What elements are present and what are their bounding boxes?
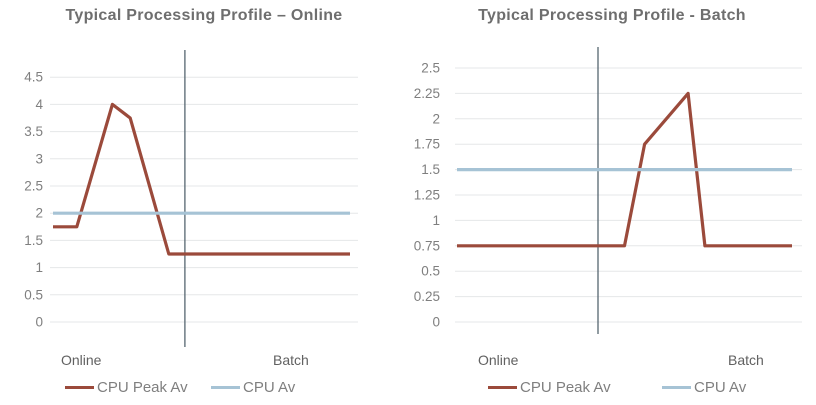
svg-text:1.25: 1.25 — [414, 188, 440, 203]
svg-text:0.5: 0.5 — [24, 287, 43, 302]
svg-text:1: 1 — [432, 213, 440, 228]
svg-text:2: 2 — [432, 111, 440, 126]
legend-label: CPU Av — [694, 378, 747, 396]
cpu-peak-av-line-swatch — [65, 385, 94, 389]
svg-text:3: 3 — [35, 151, 43, 166]
batch-chart-phase-label-batch: Batch — [728, 352, 764, 368]
cpu-peak-av-line-swatch — [488, 385, 517, 389]
legend-label: CPU Peak Av — [97, 378, 188, 396]
online-chart-phase-label-online: Online — [61, 352, 102, 368]
svg-text:1.5: 1.5 — [421, 162, 440, 177]
svg-text:4: 4 — [35, 97, 43, 112]
plot-batch: 0 0.25 0.5 0.75 1 1.25 1.5 1.75 2 2.25 2.5 — [414, 47, 802, 334]
legend-label: CPU Av — [243, 378, 296, 396]
batch-chart-legend-cpu-peak-av: CPU Peak Av — [488, 378, 611, 396]
batch-chart-phase-label-online: Online — [478, 352, 519, 368]
svg-text:0: 0 — [35, 315, 43, 330]
svg-text:0: 0 — [432, 315, 440, 330]
cpu-av-line-swatch — [662, 385, 691, 389]
cpu-peak-av-line — [53, 102, 350, 256]
svg-text:1.5: 1.5 — [24, 233, 43, 248]
svg-text:0.25: 0.25 — [414, 289, 440, 304]
svg-text:3.5: 3.5 — [24, 124, 43, 139]
svg-text:2: 2 — [35, 206, 43, 221]
svg-text:4.5: 4.5 — [24, 70, 43, 85]
svg-text:0.75: 0.75 — [414, 238, 440, 253]
svg-text:0.5: 0.5 — [421, 264, 440, 279]
chart-online-title: Typical Processing Profile – Online — [65, 7, 343, 24]
svg-text:2.5: 2.5 — [24, 179, 43, 194]
online-chart-legend-cpu-av: CPU Av — [211, 378, 296, 396]
legend-label: CPU Peak Av — [520, 378, 611, 396]
batch-chart-legend-cpu-av: CPU Av — [662, 378, 747, 396]
gridlines-and-ticks: 0 0.25 0.5 0.75 1 1.25 1.5 1.75 2 2.25 2.5 — [414, 61, 802, 330]
svg-text:1.75: 1.75 — [414, 137, 440, 152]
svg-text:1: 1 — [35, 260, 43, 275]
svg-text:2.25: 2.25 — [414, 86, 440, 101]
cpu-peak-av-line — [457, 91, 792, 248]
plot-online: 0 0.5 1 1.5 2 2.5 3 3.5 4 4.5 — [24, 50, 358, 347]
svg-text:2.5: 2.5 — [421, 61, 440, 76]
cpu-av-line-swatch — [211, 385, 240, 389]
online-chart-legend-cpu-peak-av: CPU Peak Av — [65, 378, 188, 396]
gridlines-and-ticks: 0 0.5 1 1.5 2 2.5 3 3.5 4 4.5 — [24, 70, 358, 330]
chart-batch-title: Typical Processing Profile - Batch — [478, 7, 746, 24]
online-chart-phase-label-batch: Batch — [273, 352, 309, 368]
